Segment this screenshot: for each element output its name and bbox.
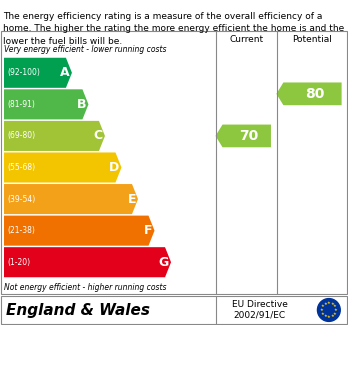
Text: (81-91): (81-91) — [7, 100, 35, 109]
Polygon shape — [4, 184, 138, 214]
Text: (92-100): (92-100) — [7, 68, 40, 77]
Text: ★: ★ — [331, 302, 334, 306]
Text: (1-20): (1-20) — [7, 258, 30, 267]
Text: ★: ★ — [320, 308, 324, 312]
Circle shape — [317, 299, 340, 321]
Polygon shape — [276, 83, 342, 105]
Text: ★: ★ — [323, 302, 327, 306]
Text: 70: 70 — [239, 129, 258, 143]
Text: B: B — [77, 98, 86, 111]
Text: EU Directive
2002/91/EC: EU Directive 2002/91/EC — [232, 300, 287, 320]
Text: ★: ★ — [333, 312, 337, 316]
Text: ★: ★ — [327, 301, 331, 305]
Text: England & Wales: England & Wales — [6, 303, 150, 317]
Text: (55-68): (55-68) — [7, 163, 35, 172]
Text: Energy Efficiency Rating: Energy Efficiency Rating — [9, 7, 219, 23]
Text: Current: Current — [230, 36, 264, 45]
Text: 80: 80 — [305, 87, 324, 101]
Text: (21-38): (21-38) — [7, 226, 35, 235]
Polygon shape — [4, 152, 121, 183]
Text: ★: ★ — [323, 314, 327, 318]
Polygon shape — [4, 89, 88, 119]
Text: Very energy efficient - lower running costs: Very energy efficient - lower running co… — [4, 45, 166, 54]
Text: Potential: Potential — [293, 36, 332, 45]
Text: (39-54): (39-54) — [7, 195, 35, 204]
Text: The energy efficiency rating is a measure of the overall efficiency of a home. T: The energy efficiency rating is a measur… — [3, 12, 345, 47]
Polygon shape — [4, 121, 105, 151]
Text: G: G — [159, 256, 169, 269]
Text: ★: ★ — [333, 305, 337, 308]
Text: C: C — [94, 129, 103, 142]
Text: D: D — [109, 161, 119, 174]
Text: Not energy efficient - higher running costs: Not energy efficient - higher running co… — [4, 283, 166, 292]
Text: ★: ★ — [327, 315, 331, 319]
Polygon shape — [4, 58, 72, 88]
Text: ★: ★ — [321, 312, 325, 316]
Text: A: A — [60, 66, 70, 79]
Text: ★: ★ — [334, 308, 338, 312]
Text: ★: ★ — [331, 314, 334, 318]
Polygon shape — [4, 247, 171, 277]
Polygon shape — [4, 215, 155, 246]
Polygon shape — [215, 125, 271, 147]
Text: ★: ★ — [321, 305, 325, 308]
Text: (69-80): (69-80) — [7, 131, 35, 140]
Text: F: F — [144, 224, 152, 237]
Text: E: E — [127, 193, 136, 206]
